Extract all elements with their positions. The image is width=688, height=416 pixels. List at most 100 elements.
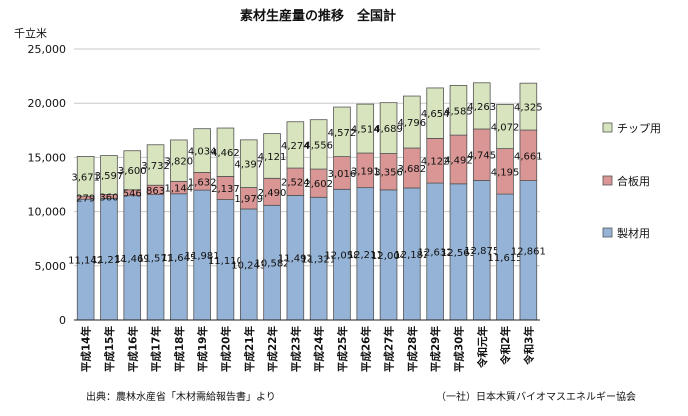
x-tick-label: 平成17年 — [150, 326, 163, 373]
data-label-chip: 4,274 — [281, 141, 310, 152]
credit-note: （一社）日本木質バイオマスエネルギー協会 — [436, 390, 636, 403]
data-label-seizai: 11,981 — [185, 251, 220, 262]
data-label-gouhan: 2,490 — [258, 188, 287, 199]
data-label-gouhan: 1,979 — [234, 194, 263, 205]
bar-chip — [263, 133, 281, 179]
data-label-chip: 3,597 — [95, 171, 124, 182]
bar-chip — [216, 127, 235, 177]
data-label-gouhan: 1,632 — [188, 177, 217, 188]
y-tick-label: 20,000 — [28, 97, 67, 110]
data-label-gouhan: 360 — [99, 192, 118, 203]
data-label-gouhan: 3,682 — [398, 164, 427, 175]
data-label-chip: 3,732 — [141, 161, 170, 172]
data-label-chip: 4,121 — [258, 152, 287, 163]
data-label-gouhan: 4,492 — [444, 155, 473, 166]
data-label-chip: 4,572 — [328, 128, 357, 139]
data-label-chip: 4,397 — [234, 160, 263, 171]
data-label-seizai: 12,182 — [394, 250, 429, 261]
legend-swatch-gouhan — [602, 175, 613, 186]
bar-chip — [239, 139, 258, 188]
bars: 11,142 279 3,671 11,214 360 3,597 11,469 546 3,6… — [68, 82, 546, 321]
data-label-seizai: 11,615 — [488, 253, 523, 264]
data-label-seizai: 12,563 — [441, 248, 476, 259]
bar-chip — [426, 87, 444, 139]
data-label-chip: 4,462 — [211, 148, 240, 159]
data-label-chip: 4,796 — [398, 118, 427, 129]
data-label-gouhan: 4,195 — [491, 167, 520, 178]
x-tick-label: 令和2年 — [499, 326, 512, 366]
data-label-seizai: 11,492 — [278, 254, 313, 265]
data-label-gouhan: 2,137 — [211, 184, 240, 195]
legend-swatch-seizai — [602, 227, 613, 238]
bar-chip — [100, 155, 118, 195]
data-label-chip: 4,689 — [374, 124, 403, 135]
y-tick-label: 0 — [59, 314, 66, 327]
data-label-seizai: 12,632 — [418, 248, 453, 259]
x-tick-label: 平成18年 — [173, 326, 186, 373]
data-label-seizai: 11,110 — [208, 256, 243, 267]
data-label-chip: 4,034 — [188, 147, 217, 158]
bar-chip — [76, 156, 95, 197]
data-label-seizai: 12,058 — [324, 251, 359, 262]
bar-chip — [449, 85, 468, 136]
legend-label-seizai: 製材用 — [617, 226, 650, 240]
data-label-gouhan: 3,016 — [328, 169, 357, 180]
legend-swatch-chip — [602, 122, 613, 133]
x-tick-label: 平成29年 — [429, 326, 442, 373]
data-label-chip: 4,585 — [444, 106, 473, 117]
bar-chip — [309, 119, 328, 170]
x-tick-label: 平成16年 — [126, 326, 139, 373]
data-label-gouhan: 546 — [123, 189, 142, 200]
y-axis-ticks: 0 5,000 10,000 15,000 20,000 25,000 — [28, 43, 67, 327]
data-label-seizai: 11,142 — [68, 256, 103, 267]
legend-label-chip: チップ用 — [617, 122, 661, 135]
bar-chip — [496, 104, 514, 150]
x-tick-label: 平成27年 — [383, 326, 396, 373]
x-tick-label: 平成23年 — [289, 326, 302, 373]
x-tick-label: 平成28年 — [406, 326, 419, 373]
x-tick-label: 令和3年 — [522, 326, 535, 366]
data-label-seizai: 12,211 — [348, 250, 383, 261]
x-tick-label: 平成20年 — [219, 326, 232, 373]
bar-chip — [193, 128, 211, 173]
data-label-seizai: 12,004 — [371, 251, 406, 262]
data-label-gouhan: 3,356 — [374, 168, 403, 179]
data-label-chip: 4,263 — [467, 102, 496, 113]
data-label-chip: 3,600 — [118, 166, 147, 177]
x-tick-label: 平成21年 — [243, 326, 256, 373]
x-tick-label: 平成26年 — [359, 326, 372, 373]
data-label-gouhan: 1,144 — [165, 184, 194, 195]
data-label-seizai: 12,861 — [511, 246, 546, 257]
y-tick-label: 15,000 — [28, 151, 67, 164]
data-label-chip: 4,654 — [421, 109, 450, 120]
bar-chip — [286, 121, 305, 169]
data-label-seizai: 11,214 — [91, 255, 126, 266]
data-label-seizai: 10,243 — [231, 260, 266, 271]
data-label-seizai: 11,645 — [161, 253, 196, 264]
x-axis-ticks: 平成14年 平成15年 平成16年 平成17年 平成18年 平成19年 平成20年 平成21年… — [80, 326, 536, 373]
data-label-seizai: 10,582 — [255, 259, 290, 270]
data-label-seizai: 12,875 — [464, 246, 499, 257]
x-tick-label: 平成25年 — [336, 326, 349, 373]
data-label-seizai: 11,469 — [115, 254, 150, 265]
data-label-chip: 4,325 — [514, 103, 543, 114]
x-tick-label: 平成24年 — [313, 326, 326, 373]
data-label-gouhan: 3,191 — [351, 166, 380, 177]
data-label-chip: 4,514 — [351, 125, 380, 136]
y-tick-label: 25,000 — [28, 43, 67, 56]
data-label-gouhan: 4,122 — [421, 157, 450, 168]
bar-chip — [123, 150, 142, 191]
bar-chip — [333, 106, 351, 157]
bar-chip — [519, 82, 538, 131]
y-axis-unit: 千立米 — [14, 26, 47, 40]
bar-chip — [472, 82, 491, 130]
data-label-gouhan: 863 — [146, 186, 165, 197]
bar-chip — [356, 103, 375, 154]
data-label-gouhan: 2,524 — [281, 178, 310, 189]
x-tick-label: 平成30年 — [452, 326, 465, 373]
data-label-seizai: 11,321 — [301, 255, 336, 266]
data-label-chip: 4,072 — [491, 123, 520, 134]
source-note: 出典：農林水産省「木材需給報告書」より — [86, 390, 276, 403]
